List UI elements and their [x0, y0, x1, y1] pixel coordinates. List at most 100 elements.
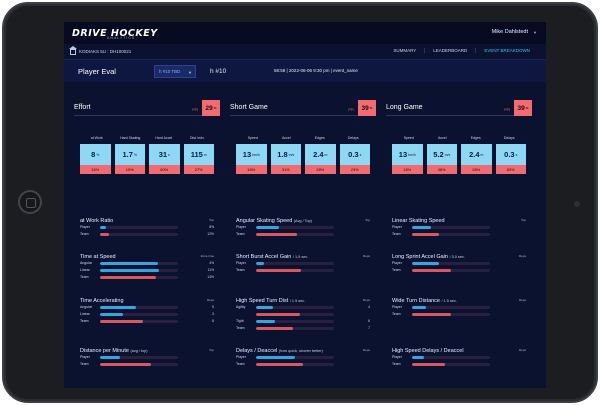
stat-tile[interactable]: 31 s 60%: [149, 144, 180, 174]
metric-bar-fill: [412, 262, 439, 265]
metric-block[interactable]: Distance per Minute (avg / top) Top Player…: [80, 348, 214, 368]
tile-percentile: 27%: [183, 165, 214, 174]
home-icon[interactable]: [69, 45, 77, 55]
metric-block[interactable]: High Speed Delays / Deaccel Reps Player Te…: [392, 348, 526, 368]
metric-unit: Top: [521, 218, 526, 222]
breadcrumb[interactable]: KODIAKS 5U : DH100021: [79, 49, 132, 54]
metric-row: [236, 312, 370, 318]
chevron-down-icon[interactable]: ▼: [533, 30, 537, 35]
stat-tile[interactable]: 1.8 m/s 31%: [270, 144, 301, 174]
home-button[interactable]: [18, 190, 42, 214]
stat-tiles: 13 km/h 18% 5.2 m/s 48% 2.4 m 28% 0.3 s 83%: [392, 144, 526, 174]
stat-tile[interactable]: 2.4 m 28%: [305, 144, 336, 174]
section-short-game: Short Game PPI 39% Speed Accel Edges Delays 13 k…: [230, 100, 376, 366]
stat-tile[interactable]: 5.2 m/s 48%: [426, 144, 457, 174]
metric-unit: Zone time: [200, 254, 214, 258]
tile-value-box: 31 s: [149, 144, 180, 165]
metric-block[interactable]: at Work Ratio Top Player 8% Team 12%: [80, 218, 214, 238]
metric-row: Tight 6: [236, 319, 370, 325]
section-title: Short Game: [230, 104, 268, 111]
tile-unit: s: [515, 152, 518, 157]
tile-unit: m/s: [444, 152, 451, 157]
stat-tile[interactable]: 13 km/h 18%: [392, 144, 423, 174]
nav-event-breakdown[interactable]: EVENT BREAKDOWN: [475, 48, 538, 53]
metric-title-text: Short Burst Accel Gain: [236, 254, 292, 260]
nav-leaderboard[interactable]: LEADERBOARD: [424, 48, 475, 53]
player-select-value: h #10 TBD: [159, 68, 181, 74]
section-effort: Effort PPI 29% at Work Hard Skating Hard Acce…: [74, 100, 220, 366]
metric-block[interactable]: High Speed Turn Dist / 1.5 sec. Reps Agili…: [236, 298, 370, 332]
metric-bar-track: [256, 262, 334, 265]
metric-bar-track: [100, 269, 178, 272]
metric-row-label: Tight: [236, 319, 244, 323]
metric-bar-track: [412, 306, 490, 309]
metric-row: Player: [392, 261, 526, 267]
metric-row: Team: [392, 268, 526, 274]
metric-row: Angular 5: [80, 305, 214, 311]
metric-bar-fill: [412, 356, 425, 359]
stat-tile[interactable]: 1.7% 10%: [114, 144, 145, 174]
metric-bar-track: [412, 262, 490, 265]
metric-row-value: 4: [368, 305, 370, 309]
metric-block[interactable]: Angular Skating Speed (Avg / Top) Top Play…: [236, 218, 370, 238]
player-number: h #10: [210, 67, 227, 75]
metric-note: (avg / top): [130, 349, 148, 353]
metric-block[interactable]: Wide Turn Distance / 1.5 sec. Reps Player T…: [392, 298, 526, 318]
stat-tile[interactable]: 2.4 m 28%: [461, 144, 492, 174]
metric-block[interactable]: Short Burst Accel Gain / 1.5 sec. Reps Pla…: [236, 254, 370, 274]
metric-block[interactable]: Time at Speed Zone time Angular 4% Linear 11…: [80, 254, 214, 281]
tile-header: Hard Accel: [155, 136, 173, 140]
section-header: Effort PPI 29%: [74, 100, 220, 116]
metric-note: (how quick, shorter better): [278, 349, 323, 353]
stat-tile[interactable]: 115 m 27%: [183, 144, 214, 174]
metric-row-label: Team: [236, 268, 245, 272]
user-menu[interactable]: Mike Dahlstedt: [491, 29, 528, 35]
metric-bar-track: [100, 356, 178, 359]
metric-row-label: Team: [80, 232, 89, 236]
metric-row: Team: [236, 362, 370, 368]
metric-bar-fill: [412, 226, 431, 229]
metric-title-text: Angular Skating Speed: [236, 218, 293, 224]
tile-value: 1.8: [277, 150, 288, 159]
tile-value-box: 2.4 m: [461, 144, 492, 165]
metric-bar-fill: [256, 269, 302, 272]
metric-row-label: Team: [392, 232, 401, 236]
metric-bar-fill: [100, 226, 107, 229]
metric-note: / 1.5 sec.: [292, 255, 309, 259]
tile-percentile: 23%: [339, 165, 370, 174]
metric-block[interactable]: Delays / Deaccel (how quick, shorter bet…: [236, 348, 370, 368]
metric-bar-track: [100, 320, 178, 323]
stat-tile[interactable]: 0.3 s 83%: [495, 144, 526, 174]
stat-tile[interactable]: 0.3 s 23%: [339, 144, 370, 174]
metric-row: Team 7: [236, 326, 370, 332]
metric-block[interactable]: Time Accelerating Reps Angular 5 Linear 3 Tea…: [80, 298, 214, 325]
tile-unit: m/s: [288, 152, 295, 157]
metric-title-text: Linear Skating Speed: [392, 218, 445, 224]
metric-title: Linear Skating Speed: [392, 218, 526, 224]
metric-row-label: Player: [392, 355, 402, 359]
tile-unit: m: [324, 152, 328, 157]
metric-title: Time Accelerating: [80, 298, 214, 304]
metric-row: Team: [392, 362, 526, 368]
nav-summary[interactable]: SUMMARY: [393, 48, 417, 53]
metric-row-label: Team: [80, 319, 89, 323]
tile-unit: km/h: [408, 152, 416, 157]
metric-row-label: Player: [392, 305, 402, 309]
tile-value-box: 0.3 s: [339, 144, 370, 165]
stat-tile[interactable]: 8% 16%: [80, 144, 111, 174]
metric-block[interactable]: Linear Skating Speed Top Player Team: [392, 218, 526, 238]
metric-block[interactable]: Long Sprint Accel Gain / 3.0 sec. Reps Pla…: [392, 254, 526, 274]
metric-bar-track: [100, 262, 178, 265]
tile-value-box: 0.3 s: [495, 144, 526, 165]
metric-row: Player 8%: [80, 225, 214, 231]
player-select[interactable]: h #10 TBD ▼: [154, 64, 196, 78]
stat-tile[interactable]: 13 km/h 18%: [236, 144, 267, 174]
tile-unit: km/h: [252, 152, 260, 157]
metric-row: Player: [236, 355, 370, 361]
tile-value-box: 8%: [80, 144, 111, 165]
metric-row-label: Team: [236, 232, 245, 236]
metric-row-value: 12%: [207, 232, 214, 236]
metric-row: Linear 3: [80, 312, 214, 318]
section-header: Short Game PPI 39%: [230, 100, 376, 116]
metric-unit: Reps: [518, 298, 526, 302]
